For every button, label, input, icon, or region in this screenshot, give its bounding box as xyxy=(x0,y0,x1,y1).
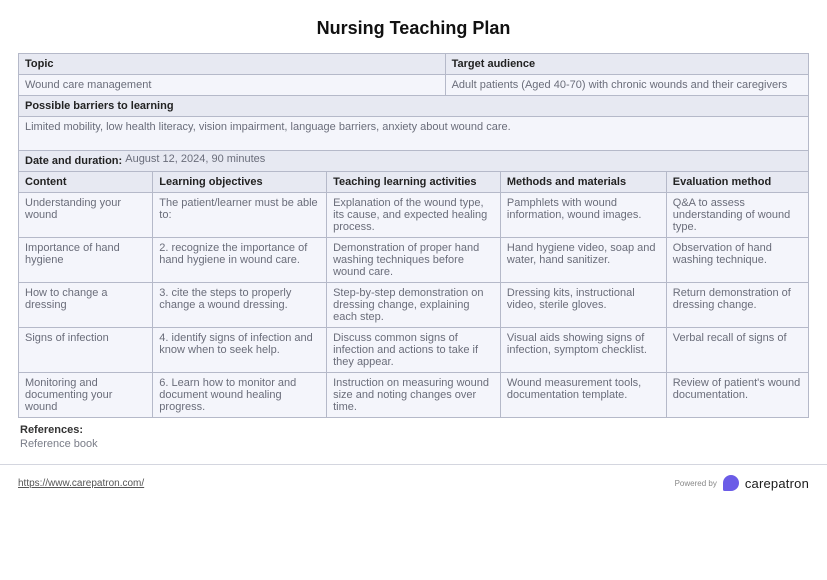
table-cell: How to change a dressing xyxy=(19,283,153,328)
table-row: How to change a dressing3. cite the step… xyxy=(19,283,809,328)
footer-link[interactable]: https://www.carepatron.com/ xyxy=(18,478,144,489)
audience-header: Target audience xyxy=(445,54,808,75)
table-cell: 3. cite the steps to properly change a w… xyxy=(153,283,327,328)
date-value: August 12, 2024, 90 minutes xyxy=(125,153,265,165)
plan-table: Content Learning objectives Teaching lea… xyxy=(18,171,809,418)
table-cell: Pamphlets with wound information, wound … xyxy=(500,193,666,238)
table-row: Monitoring and documenting your wound6. … xyxy=(19,373,809,418)
page-title: Nursing Teaching Plan xyxy=(18,18,809,39)
barriers-value: Limited mobility, low health literacy, v… xyxy=(19,117,809,151)
table-cell: Review of patient's wound documentation. xyxy=(666,373,808,418)
table-row: Understanding your woundThe patient/lear… xyxy=(19,193,809,238)
table-cell: Hand hygiene video, soap and water, hand… xyxy=(500,238,666,283)
date-label: Date and duration: xyxy=(25,155,122,167)
date-cell: Date and duration: August 12, 2024, 90 m… xyxy=(19,151,809,172)
topic-header: Topic xyxy=(19,54,446,75)
table-cell: Signs of infection xyxy=(19,328,153,373)
references-label: References: xyxy=(20,424,809,436)
col-evaluation: Evaluation method xyxy=(666,172,808,193)
table-cell: Observation of hand washing technique. xyxy=(666,238,808,283)
table-cell: Understanding your wound xyxy=(19,193,153,238)
barriers-header: Possible barriers to learning xyxy=(19,96,809,117)
col-objectives: Learning objectives xyxy=(153,172,327,193)
topic-value: Wound care management xyxy=(19,75,446,96)
table-cell: Visual aids showing signs of infection, … xyxy=(500,328,666,373)
references-value: Reference book xyxy=(20,438,809,450)
table-cell: Demonstration of proper hand washing tec… xyxy=(327,238,501,283)
brand-logo-icon xyxy=(723,475,739,491)
audience-value: Adult patients (Aged 40-70) with chronic… xyxy=(445,75,808,96)
table-row: Signs of infection4. identify signs of i… xyxy=(19,328,809,373)
table-cell: Importance of hand hygiene xyxy=(19,238,153,283)
info-table: Topic Target audience Wound care managem… xyxy=(18,53,809,172)
table-cell: Step-by-step demonstration on dressing c… xyxy=(327,283,501,328)
table-cell: Monitoring and documenting your wound xyxy=(19,373,153,418)
powered-by-label: Powered by xyxy=(675,479,717,488)
table-cell: Instruction on measuring wound size and … xyxy=(327,373,501,418)
brand-name: carepatron xyxy=(745,476,809,491)
table-cell: Discuss common signs of infection and ac… xyxy=(327,328,501,373)
table-cell: Wound measurement tools, documentation t… xyxy=(500,373,666,418)
table-cell: Explanation of the wound type, its cause… xyxy=(327,193,501,238)
footer: https://www.carepatron.com/ Powered by c… xyxy=(0,464,827,501)
table-cell: 6. Learn how to monitor and document wou… xyxy=(153,373,327,418)
table-cell: Q&A to assess understanding of wound typ… xyxy=(666,193,808,238)
col-activities: Teaching learning activities xyxy=(327,172,501,193)
table-cell: 2. recognize the importance of hand hygi… xyxy=(153,238,327,283)
col-content: Content xyxy=(19,172,153,193)
brand: Powered by carepatron xyxy=(675,475,809,491)
table-cell: Verbal recall of signs of xyxy=(666,328,808,373)
table-cell: 4. identify signs of infection and know … xyxy=(153,328,327,373)
table-cell: Dressing kits, instructional video, ster… xyxy=(500,283,666,328)
col-methods: Methods and materials xyxy=(500,172,666,193)
table-cell: Return demonstration of dressing change. xyxy=(666,283,808,328)
table-row: Importance of hand hygiene2. recognize t… xyxy=(19,238,809,283)
table-cell: The patient/learner must be able to: xyxy=(153,193,327,238)
